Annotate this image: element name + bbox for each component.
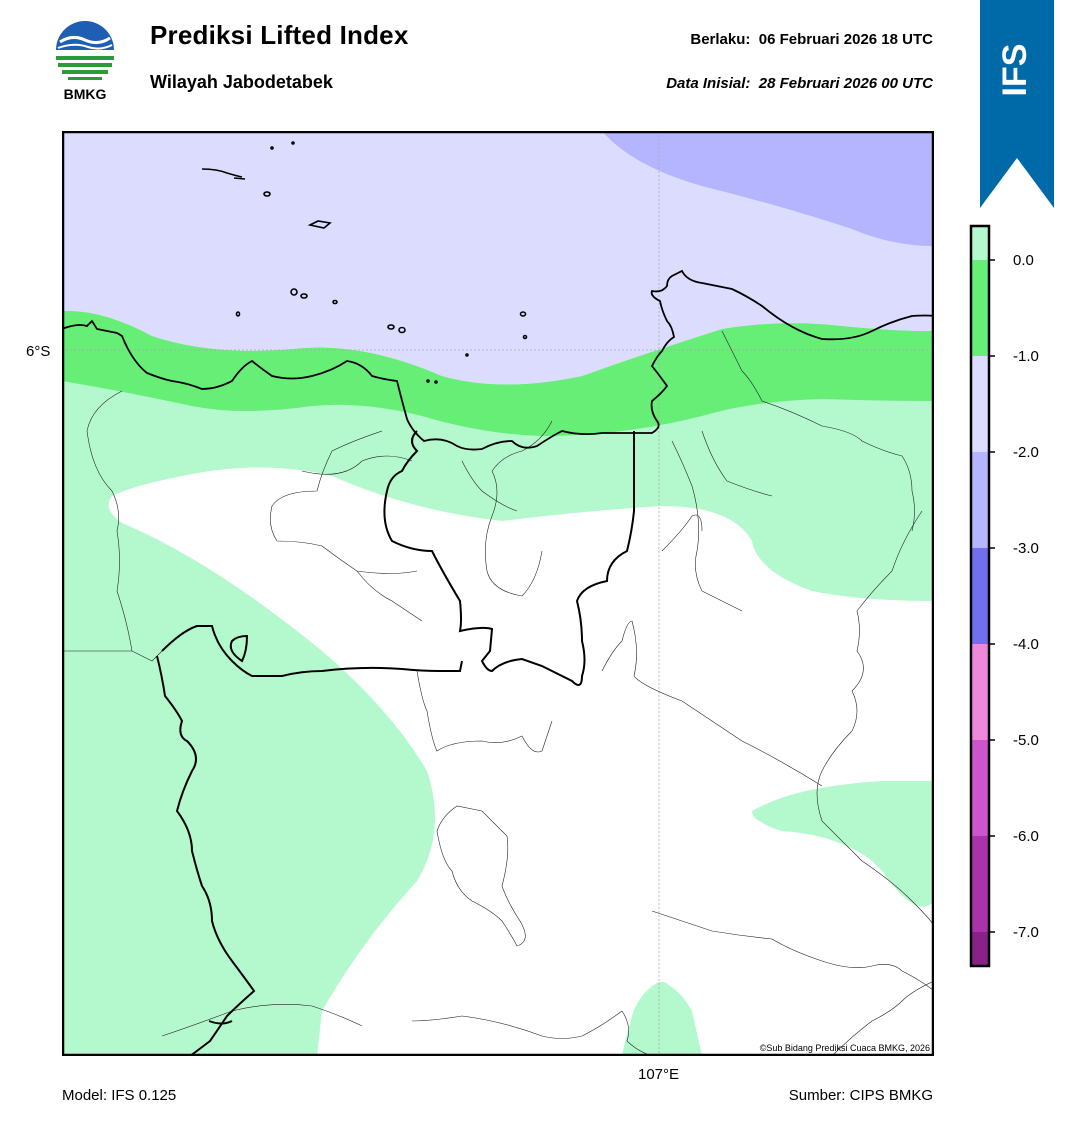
ifs-ribbon: IFS [980,0,1054,208]
colorbar-tick-label: -5.0 [1013,732,1039,749]
field-blue-patch-ne [602,131,934,246]
logo-text: BMKG [64,86,107,102]
valid-time: Berlaku: 06 Februari 2026 18 UTC [690,31,933,48]
ribbon-text: IFS [996,44,1034,97]
colorbar-tick-label: -2.0 [1013,444,1039,461]
colorbar-tick-label: 0.0 [1013,252,1034,269]
colorbar: 0.0 -1.0 -2.0 -3.0 -4.0 -5.0 -6.0 -7.0 [965,220,1065,970]
colorbar-tick-label: -3.0 [1013,540,1039,557]
init-label: Data Inisial: [666,75,751,92]
field-green-patch-se [752,787,934,901]
colorbar-segment [971,836,989,932]
lifted-index-map: ©Sub Bidang Prediksi Cuaca BMKG, 2026 [62,131,934,1056]
init-time: Data Inisial: 28 Februari 2026 00 UTC [666,75,933,92]
colorbar-tick-label: -6.0 [1013,828,1039,845]
page-title: Prediksi Lifted Index [150,20,409,50]
longitude-label: 107°E [638,1066,680,1083]
colorbar-segment [971,226,989,260]
colorbar-segment [971,740,989,836]
colorbar-segment [971,932,989,966]
colorbar-segment [971,644,989,740]
latitude-label: 6°S [26,343,51,360]
valid-value: 06 Februari 2026 18 UTC [758,31,933,48]
model-label: Model: IFS 0.125 [62,1087,177,1104]
valid-label: Berlaku: [690,31,751,48]
colorbar-tick-label: -7.0 [1013,924,1039,941]
field-green-band [62,310,934,436]
bmkg-logo: BMKG [52,20,118,104]
field-lavender-band [62,131,934,385]
map-copyright: ©Sub Bidang Prediksi Cuaca BMKG, 2026 [760,1043,930,1053]
colorbar-tick-label: -4.0 [1013,636,1039,653]
source-label: Sumber: CIPS BMKG [788,1087,933,1104]
thousand-islands [201,141,528,384]
map-frame [62,131,934,1056]
province-boundaries [156,430,635,1056]
colorbar-segment [971,260,989,356]
page-subtitle: Wilayah Jabodetabek [150,72,333,92]
init-value: 28 Februari 2026 00 UTC [758,75,933,92]
colorbar-frame [969,224,991,968]
colorbar-segment [971,452,989,548]
coastline [62,269,934,451]
colorbar-tick-label: -1.0 [1013,348,1039,365]
colorbar-segment [971,356,989,452]
colorbar-segment [971,548,989,644]
field-green-patch-s [622,981,684,1056]
field-white-region [108,467,934,1056]
